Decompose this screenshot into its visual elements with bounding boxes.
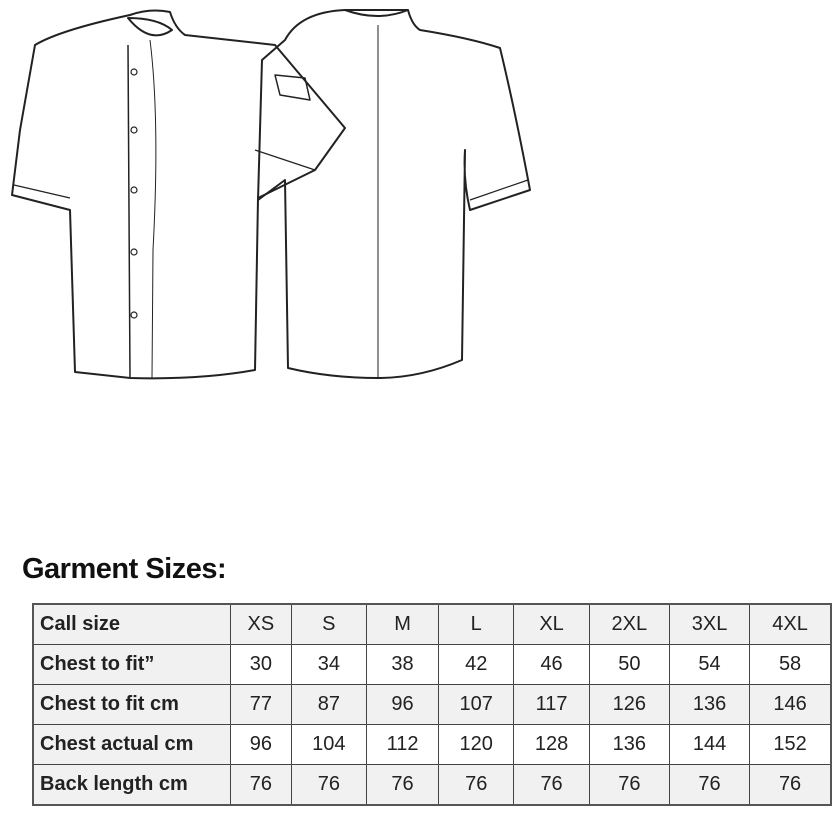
table-cell: XS <box>230 603 292 645</box>
table-row: Chest to fit cm 77 87 96 107 117 126 136 146 <box>32 684 832 725</box>
table-cell: M <box>365 603 440 645</box>
table-cell: 104 <box>290 724 368 765</box>
table-cell: 128 <box>513 724 590 765</box>
table-cell: XL <box>513 603 590 645</box>
table-cell: 30 <box>230 644 292 685</box>
jacket-back-view <box>257 9 531 379</box>
table-cell: 96 <box>365 684 440 725</box>
table-cell: 136 <box>668 684 751 725</box>
table-cell: 76 <box>365 764 440 806</box>
table-cell: 58 <box>749 644 832 685</box>
row-label: Back length cm <box>32 764 231 806</box>
jacket-front-view <box>11 9 346 380</box>
table-cell: 42 <box>438 644 515 685</box>
row-label: Chest actual cm <box>32 724 231 765</box>
table-cell: 87 <box>290 684 368 725</box>
table-row: Chest actual cm 96 104 112 120 128 136 144 152 <box>32 724 832 765</box>
table-cell: 126 <box>588 684 670 725</box>
table-cell: 54 <box>668 644 751 685</box>
table-cell: 76 <box>438 764 515 806</box>
table-cell: 4XL <box>749 603 832 645</box>
chef-jacket-illustration <box>11 9 531 380</box>
table-row: Back length cm 76 76 76 76 76 76 76 76 <box>32 764 832 806</box>
table-cell: 76 <box>668 764 751 806</box>
table-cell: 34 <box>290 644 368 685</box>
table-cell: 38 <box>365 644 440 685</box>
table-cell: 144 <box>668 724 751 765</box>
table-row: Chest to fit” 30 34 38 42 46 50 54 58 <box>32 644 832 685</box>
table-cell: 136 <box>588 724 670 765</box>
row-label: Chest to fit” <box>32 644 231 685</box>
table-cell: 152 <box>749 724 832 765</box>
table-cell: 107 <box>438 684 515 725</box>
table-row: Call size XS S M L XL 2XL 3XL 4XL <box>32 603 832 645</box>
garment-sizes-heading: Garment Sizes: <box>22 553 227 585</box>
table-cell: 76 <box>513 764 590 806</box>
table-cell: S <box>290 603 368 645</box>
row-label: Call size <box>32 603 231 645</box>
table-cell: 117 <box>513 684 590 725</box>
table-cell: 76 <box>749 764 832 806</box>
table-cell: 76 <box>588 764 670 806</box>
table-cell: 76 <box>230 764 292 806</box>
table-cell: 96 <box>230 724 292 765</box>
table-cell: 3XL <box>668 603 751 645</box>
table-cell: 2XL <box>588 603 670 645</box>
row-label: Chest to fit cm <box>32 684 231 725</box>
table-cell: 46 <box>513 644 590 685</box>
table-cell: 112 <box>365 724 440 765</box>
table-cell: L <box>438 603 515 645</box>
table-cell: 146 <box>749 684 832 725</box>
table-cell: 77 <box>230 684 292 725</box>
table-cell: 50 <box>588 644 670 685</box>
table-cell: 120 <box>438 724 515 765</box>
size-chart-table: Call size XS S M L XL 2XL 3XL 4XL Chest to fit” 30… <box>32 603 832 806</box>
table-cell: 76 <box>290 764 368 806</box>
